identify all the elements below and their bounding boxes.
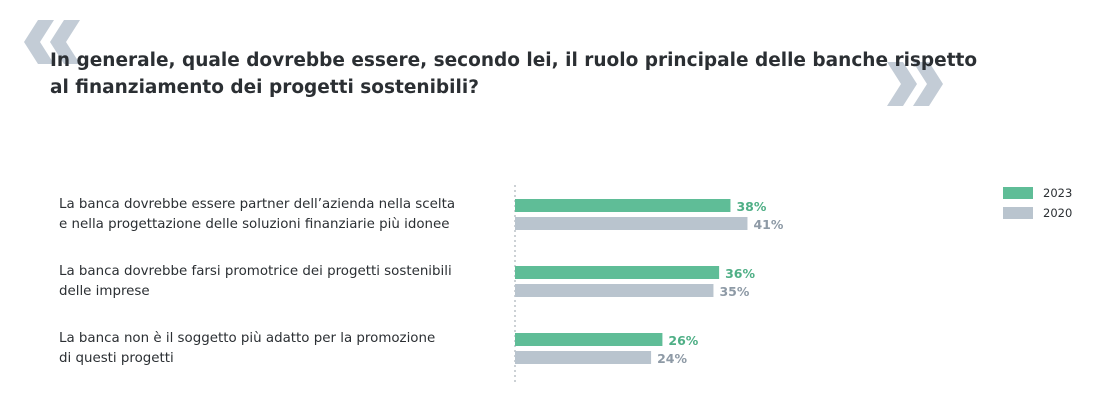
legend-label: 2020	[1043, 206, 1073, 220]
bar-2020	[515, 351, 652, 364]
data-label-2020: 24%	[657, 351, 687, 366]
bar-2020	[515, 284, 714, 297]
data-label-2020: 41%	[753, 217, 783, 232]
closing-quote-icon	[887, 62, 943, 106]
bar-2023	[515, 199, 731, 212]
legend-swatch	[1003, 187, 1033, 199]
category-label: La banca dovrebbe essere partner dell’az…	[59, 195, 489, 235]
legend-swatch	[1003, 207, 1033, 219]
bar-2020	[515, 217, 748, 230]
opening-quote-icon	[24, 20, 80, 64]
data-label-2023: 26%	[668, 333, 698, 348]
category-label: La banca non è il soggetto più adatto pe…	[59, 329, 489, 369]
title-line: al finanziamento dei progetti sostenibil…	[50, 77, 479, 98]
data-label-2023: 38%	[736, 199, 766, 214]
legend: 2023 2020	[1003, 183, 1072, 223]
category-label-line: La banca dovrebbe essere partner dell’az…	[59, 197, 456, 212]
legend-item-2023: 2023	[1003, 183, 1072, 203]
data-label-2020: 35%	[719, 284, 749, 299]
data-label-2023: 36%	[725, 266, 755, 281]
category-label-line: delle imprese	[59, 284, 150, 299]
legend-label: 2023	[1043, 186, 1073, 200]
category-label-line: La banca dovrebbe farsi promotrice dei p…	[59, 264, 452, 279]
category-label-line: di questi progetti	[59, 351, 174, 366]
legend-item-2020: 2020	[1003, 203, 1072, 223]
category-label-line: e nella progettazione delle soluzioni fi…	[59, 217, 450, 232]
page-title: In generale, quale dovrebbe essere, seco…	[50, 47, 978, 101]
category-label-line: La banca non è il soggetto più adatto pe…	[59, 331, 436, 346]
category-label: La banca dovrebbe farsi promotrice dei p…	[59, 262, 489, 302]
bar-2023	[515, 266, 720, 279]
title-line: In generale, quale dovrebbe essere, seco…	[50, 50, 978, 71]
bar-2023	[515, 333, 663, 346]
